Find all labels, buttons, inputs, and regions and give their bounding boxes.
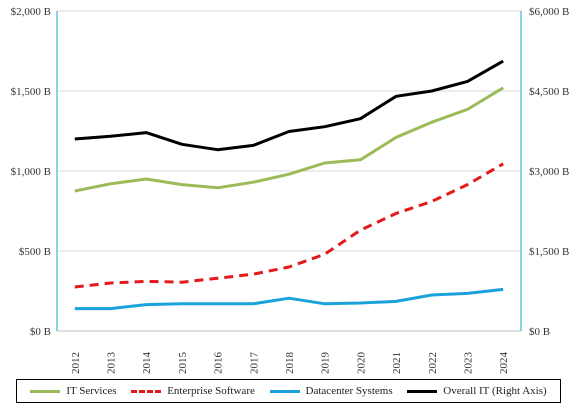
y-tick-label-left: $500 B (19, 246, 51, 258)
legend-swatch (131, 389, 162, 393)
legend-label: Overall IT (Right Axis) (443, 385, 547, 397)
x-tick-label: 2018 (284, 352, 296, 375)
y-tick-label-left: $1,000 B (11, 166, 51, 178)
x-tick-label: 2014 (141, 352, 153, 375)
chart-plot: $0 B $0 B $500 B $1,500 B $1,000 B $3,000 B $1… (11, 6, 570, 374)
series-line-it-services (74, 86, 504, 193)
y-tick-label-right: $4,500 B (529, 86, 569, 98)
x-tick-label: 2023 (462, 352, 474, 375)
legend-item: IT Services (30, 385, 117, 397)
axes: $0 B $0 B $500 B $1,500 B $1,000 B $3,000 B $1… (11, 6, 570, 374)
legend-label: Datacenter Systems (305, 385, 393, 397)
y-tick-label-right: $1,500 B (529, 246, 569, 258)
y-tick-label-left: $0 B (30, 326, 51, 338)
y-tick-label-left: $2,000 B (11, 6, 51, 18)
legend-swatch (269, 389, 300, 393)
legend-item: Enterprise Software (131, 385, 255, 397)
y-tick-label-left: $1,500 B (11, 86, 51, 98)
x-tick-label: 2017 (248, 352, 260, 375)
y-tick-label-right: $6,000 B (529, 6, 569, 18)
series-lines (74, 59, 504, 311)
y-tick-label-right: $0 B (529, 326, 550, 338)
legend-item: Overall IT (Right Axis) (407, 385, 547, 397)
x-tick-label: 2016 (213, 352, 225, 375)
x-tick-label: 2021 (391, 352, 403, 374)
x-tick-label: 2015 (177, 352, 189, 375)
legend-swatch (30, 389, 61, 393)
x-tick-label: 2024 (498, 351, 510, 374)
series-line-overall-it-right-axis (74, 59, 504, 152)
x-tick-label: 2022 (427, 352, 439, 374)
x-tick-label: 2012 (70, 352, 82, 374)
x-tick-label: 2020 (355, 352, 367, 375)
y-tick-label-right: $3,000 B (529, 166, 569, 178)
legend-swatch (407, 389, 438, 393)
x-tick-label: 2013 (106, 352, 118, 375)
series-line-enterprise-software (74, 162, 504, 289)
x-tick-label: 2019 (320, 352, 332, 375)
legend-item: Datacenter Systems (269, 385, 393, 397)
legend: IT Services Enterprise Software Datacenter… (16, 379, 561, 403)
legend-label: IT Services (66, 385, 117, 397)
legend-label: Enterprise Software (167, 385, 255, 397)
series-line-datacenter-systems (74, 287, 504, 311)
